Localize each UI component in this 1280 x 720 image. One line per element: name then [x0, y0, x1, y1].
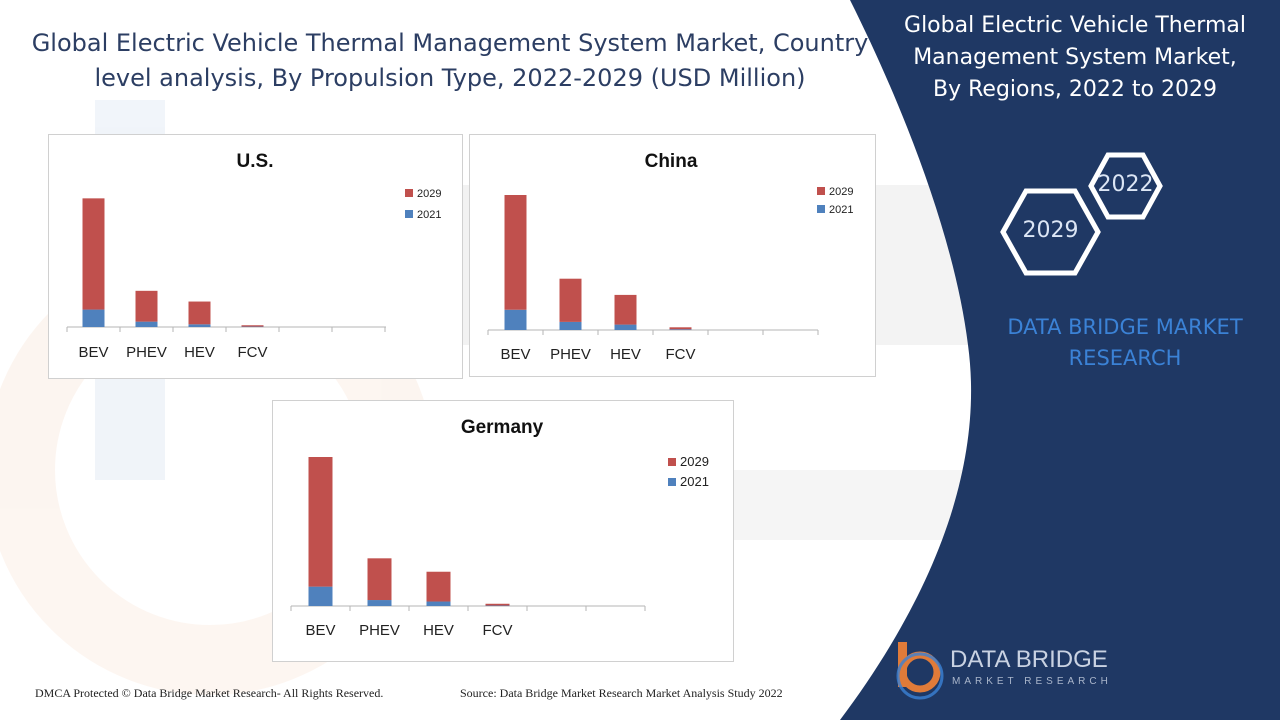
x-tick-label: BEV [305, 622, 335, 639]
legend-swatch [817, 205, 825, 213]
chart-china: China BEV PHEV HEV FCV 2029 2021 [487, 151, 853, 363]
x-tick-label: PHEV [550, 346, 591, 363]
bar-2029-fcv [241, 325, 264, 327]
chart-title: U.S. [237, 151, 274, 172]
legend-label: 2021 [417, 209, 441, 221]
bar-2021-phev [367, 600, 392, 606]
legend-label: 2029 [417, 188, 441, 200]
bar-2021-phev [559, 321, 582, 330]
bar-2029-hev [614, 294, 637, 325]
hexagon-2029 [1000, 188, 1101, 276]
bar-2029-phev [135, 290, 158, 322]
chart-title: China [645, 151, 698, 172]
bar-2029-bev [82, 198, 105, 310]
chart-panel-germany: Germany BEV PHEV HEV FCV 2029 2021 [272, 400, 734, 662]
bar-2021-hev [426, 601, 451, 606]
bar-2029-phev [559, 278, 582, 322]
bar-2021-fcv [669, 329, 692, 330]
bar-2029-phev [367, 558, 392, 601]
x-tick-label: FCV [666, 346, 696, 363]
hex-year-2029: 2029 [1022, 218, 1079, 243]
bar-2021-hev [614, 324, 637, 330]
hexagon-2022 [1088, 152, 1163, 220]
x-tick-label: PHEV [126, 344, 167, 361]
chart-panel-us: U.S. BEV PHEV HEV FCV 2029 2021 [48, 134, 463, 379]
side-panel-background [840, 0, 1280, 720]
bar-2021-bev [308, 586, 333, 606]
chart-title: Germany [461, 417, 544, 438]
copyright-notice: DMCA Protected © Data Bridge Market Rese… [35, 686, 384, 700]
x-tick-label: FCV [238, 344, 268, 361]
legend-label: 2021 [680, 474, 709, 489]
x-tick-label: HEV [423, 622, 454, 639]
bar-2029-bev [308, 457, 333, 587]
bar-2021-bev [504, 309, 527, 330]
chart-panel-china: China BEV PHEV HEV FCV 2029 2021 [469, 134, 876, 377]
x-tick-label: BEV [78, 344, 108, 361]
x-tick-label: HEV [184, 344, 215, 361]
legend-swatch [668, 458, 676, 466]
bar-2029-hev [188, 301, 211, 325]
source-note: Source: Data Bridge Market Research Mark… [460, 686, 783, 700]
side-panel-title: Global Electric Vehicle Thermal Manageme… [904, 13, 1246, 102]
legend-label: 2029 [829, 186, 853, 198]
brand-text: DATA BRIDGE MARKET RESEARCH [1007, 315, 1243, 370]
x-tick-label: HEV [610, 346, 641, 363]
hex-year-2022: 2022 [1097, 172, 1154, 197]
legend-swatch [817, 187, 825, 195]
bar-2021-hev [188, 324, 211, 327]
legend-swatch [668, 478, 676, 486]
bar-2021-bev [82, 309, 105, 327]
page-title: Global Electric Vehicle Thermal Manageme… [31, 29, 869, 92]
bar-2021-phev [135, 321, 158, 327]
x-tick-label: PHEV [359, 622, 400, 639]
bar-2029-fcv [485, 603, 510, 606]
bar-2029-hev [426, 571, 451, 602]
bar-2029-bev [504, 195, 527, 310]
chart-us: U.S. BEV PHEV HEV FCV 2029 2021 [66, 151, 441, 361]
x-tick-label: BEV [500, 346, 530, 363]
x-tick-label: FCV [483, 622, 513, 639]
logo-icon [896, 642, 944, 700]
logo-tagline: MARKET RESEARCH [952, 676, 1112, 687]
bar-2029-fcv [669, 327, 692, 330]
chart-germany: Germany BEV PHEV HEV FCV 2029 2021 [290, 417, 709, 639]
legend-label: 2021 [829, 204, 853, 216]
legend-label: 2029 [680, 454, 709, 469]
legend-swatch [405, 210, 413, 218]
legend-swatch [405, 189, 413, 197]
logo-name: DATA BRIDGE [950, 646, 1108, 673]
